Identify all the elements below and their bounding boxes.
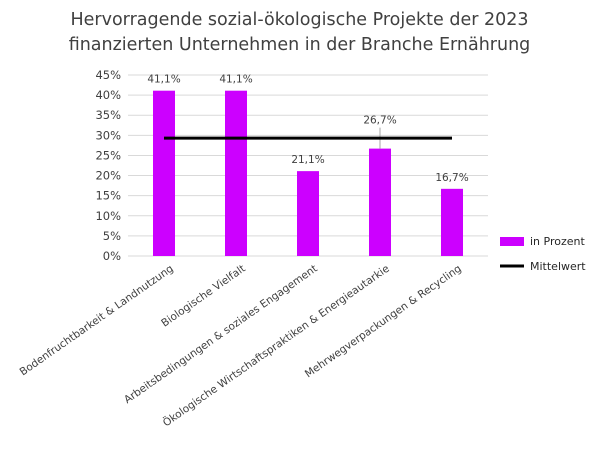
bar	[369, 148, 391, 256]
y-axis-ticks: 0% 5% 10% 15% 20% 25% 30% 35% 40% 45%	[95, 68, 121, 263]
data-label: 41,1%	[219, 74, 252, 86]
y-tick-label: 30%	[95, 128, 121, 142]
y-tick-label: 5%	[103, 229, 121, 243]
y-tick-label: 45%	[95, 68, 121, 82]
chart-title: Hervorragende sozial-ökologische Projekt…	[0, 8, 599, 58]
y-tick-label: 15%	[95, 189, 121, 203]
data-label: 21,1%	[291, 154, 324, 166]
legend: in Prozent Mittelwert	[500, 235, 586, 273]
y-tick-label: 40%	[95, 88, 121, 102]
bar	[153, 90, 175, 256]
category-label: Mehrwegverpackungen & Recycling	[303, 263, 464, 381]
chart-title-line-1: Hervorragende sozial-ökologische Projekt…	[70, 10, 529, 30]
legend-label-bars: in Prozent	[530, 235, 585, 248]
category-labels: Bodenfruchtbarkeit & LandnutzungBiologis…	[18, 262, 464, 430]
data-label: 41,1%	[147, 74, 180, 86]
legend-swatch-bars	[500, 237, 524, 246]
bars	[153, 90, 463, 256]
y-tick-label: 10%	[95, 209, 121, 223]
gridlines	[128, 74, 488, 257]
data-labels: 41,1% 41,1% 21,1% 26,7% 16,7%	[147, 74, 468, 184]
legend-label-line: Mittelwert	[530, 260, 586, 273]
y-tick-label: 20%	[95, 169, 121, 183]
bar	[441, 188, 463, 256]
data-label: 16,7%	[435, 172, 468, 184]
y-tick-label: 0%	[103, 249, 121, 263]
data-label: 26,7%	[363, 115, 396, 127]
chart-title-line-2: finanzierten Unternehmen in der Branche …	[68, 35, 531, 55]
bar	[297, 171, 319, 256]
y-tick-label: 35%	[95, 108, 121, 122]
bar	[225, 90, 247, 256]
y-tick-label: 25%	[95, 148, 121, 162]
category-label: Bodenfruchtbarkeit & Landnutzung	[18, 263, 176, 379]
